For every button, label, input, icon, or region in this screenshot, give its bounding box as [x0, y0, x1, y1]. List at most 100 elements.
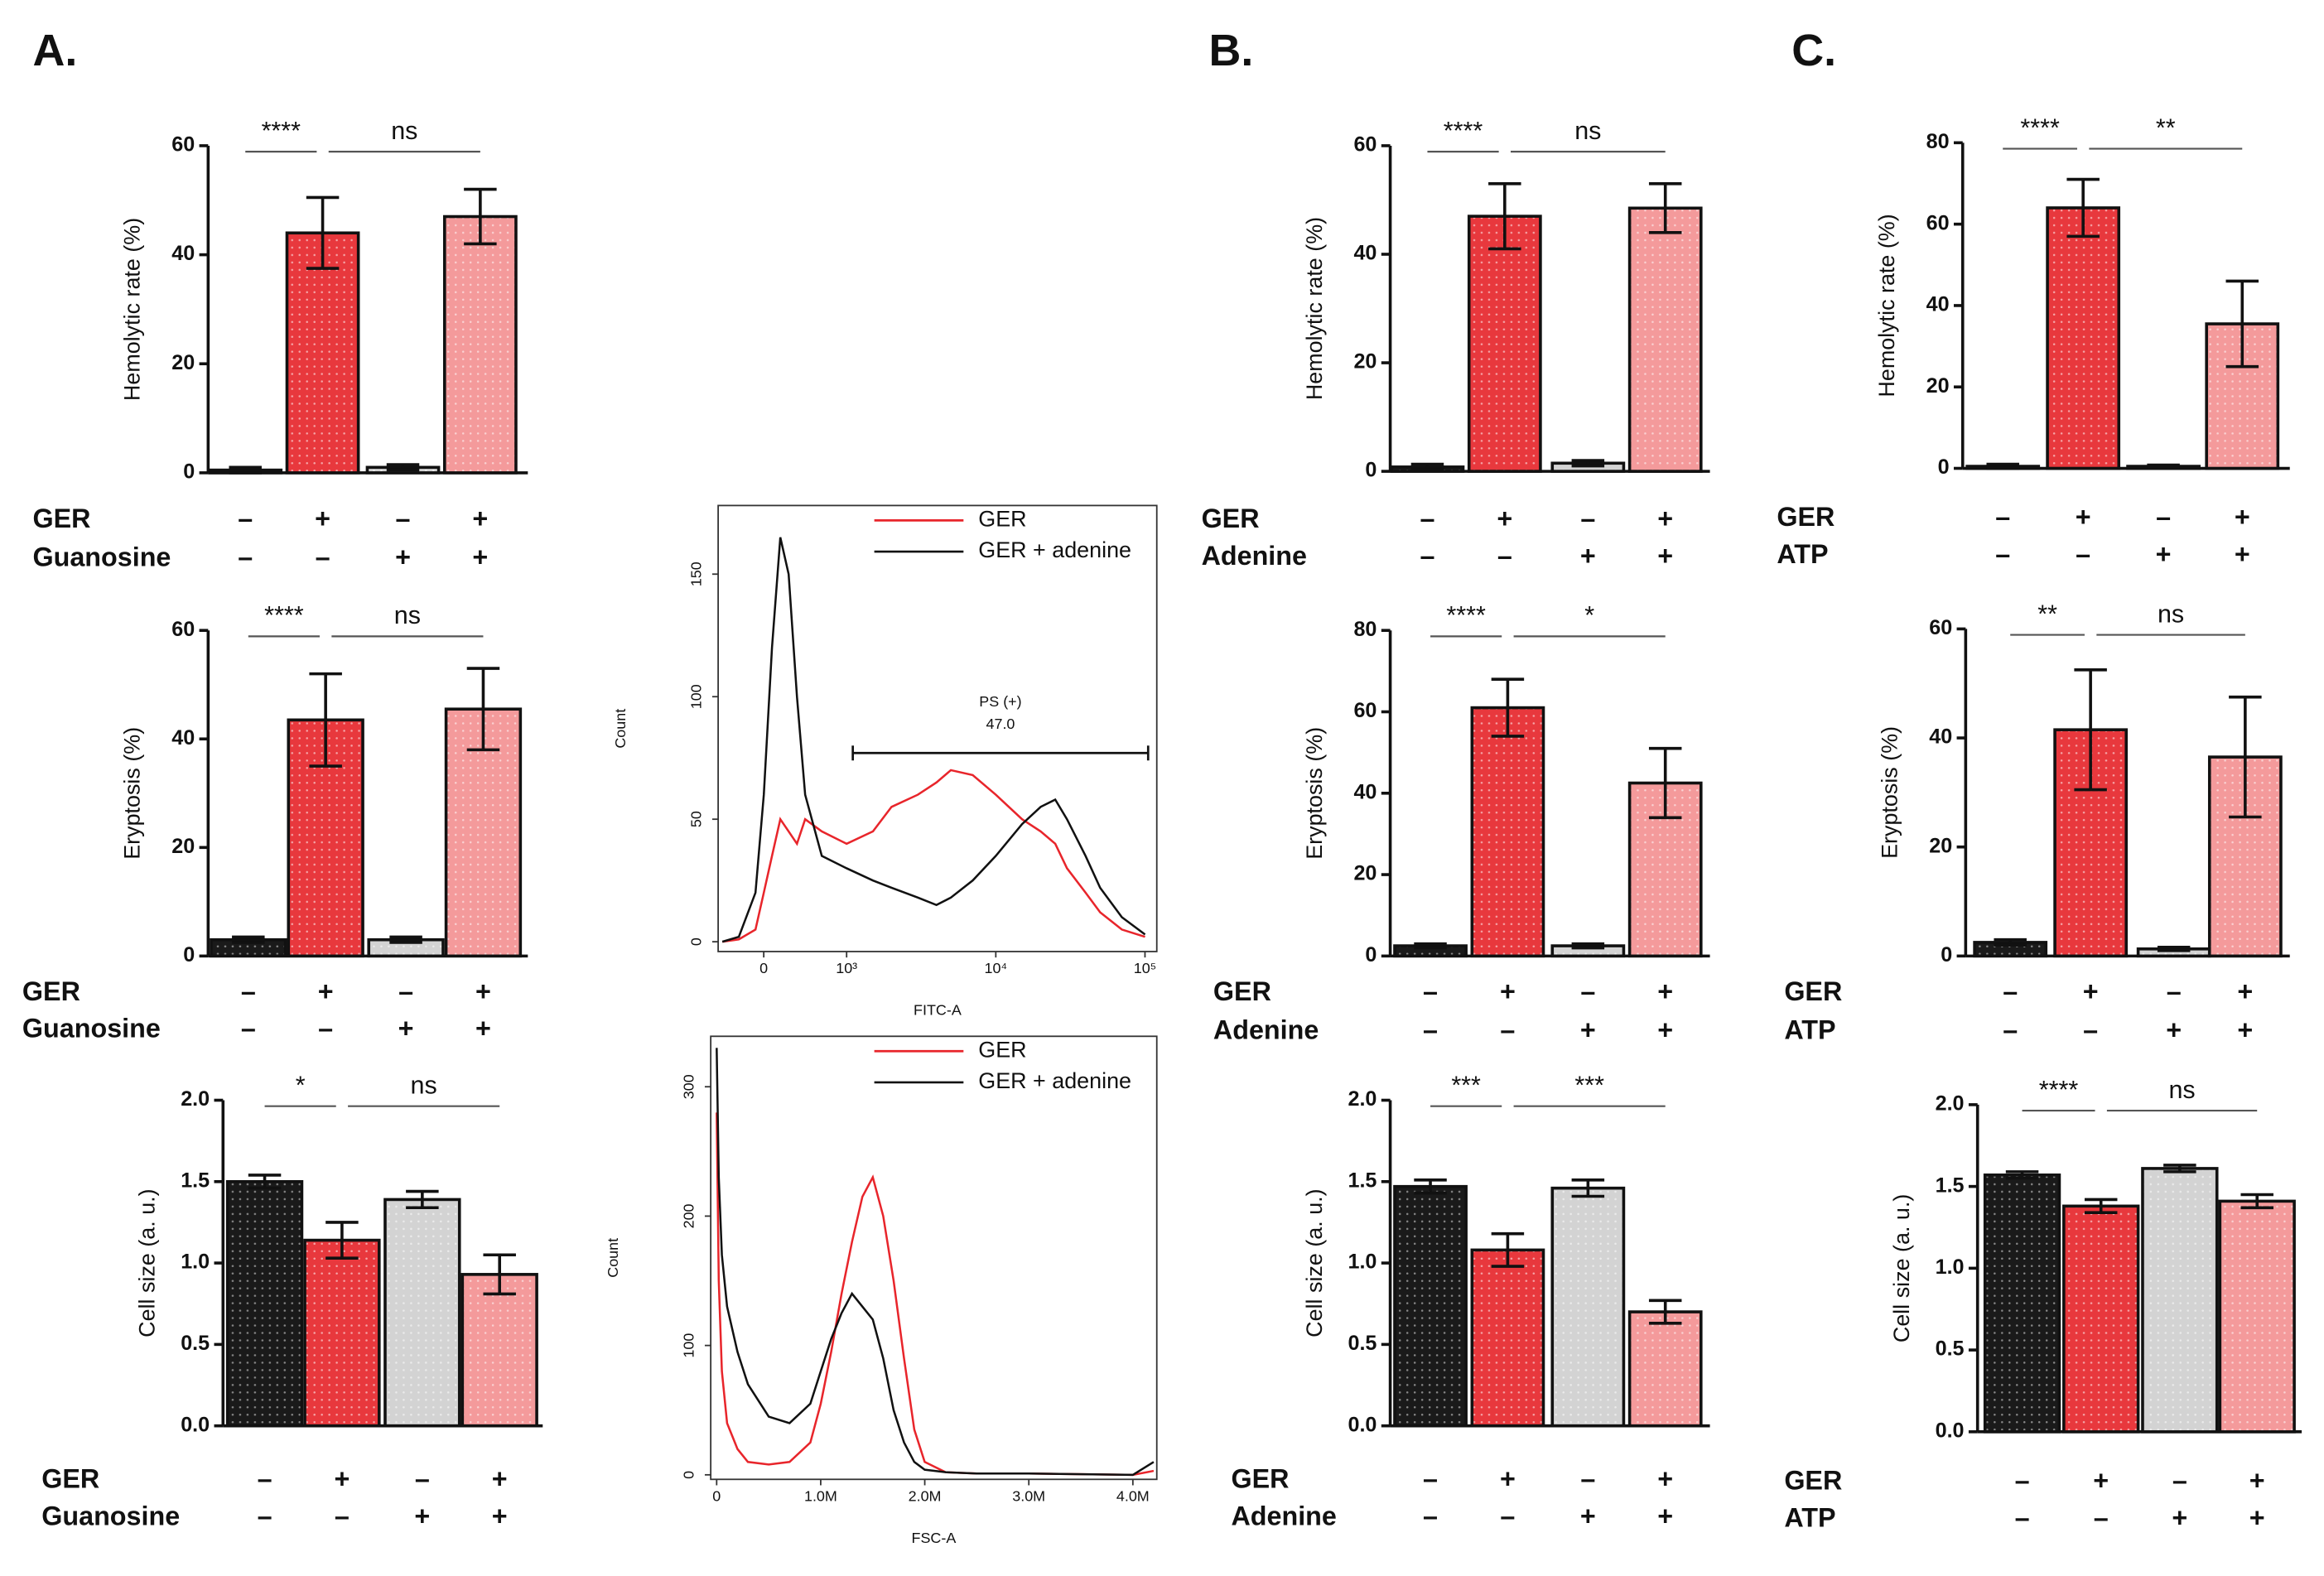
- legend-label: GER: [978, 506, 1026, 531]
- bar: [1470, 1248, 1545, 1428]
- y-tick-label: 80: [1926, 130, 1950, 153]
- y-axis-label: Cell size (a. u.): [1302, 1188, 1327, 1337]
- condition-label: GER: [32, 504, 90, 533]
- condition-sign: –: [1500, 1015, 1515, 1044]
- condition-sign: –: [335, 1501, 350, 1531]
- condition-sign: +: [472, 504, 488, 533]
- condition-sign: +: [414, 1501, 430, 1531]
- y-tick-label: 1.0: [1348, 1251, 1377, 1274]
- histogram-chart: 0 100 200 300 0 1.0M 2.0M 3.0M 4.0M FSC-A Count GER…: [605, 1035, 1158, 1546]
- x-axis-label: FSC-A: [912, 1530, 957, 1546]
- significance-label: *: [1584, 601, 1594, 629]
- y-tick-label: 60: [171, 618, 195, 641]
- condition-sign: –: [2172, 1465, 2187, 1495]
- y-tick-label: 60: [1929, 616, 1952, 639]
- y-tick-label: 1.5: [1348, 1169, 1377, 1192]
- condition-sign: +: [318, 976, 334, 1006]
- significance-label: ****: [262, 117, 301, 145]
- condition-label: GER: [41, 1464, 99, 1494]
- bar: [2141, 1167, 2219, 1434]
- y-tick-label: 20: [1929, 834, 1952, 857]
- condition-sign: +: [2093, 1465, 2109, 1495]
- significance-label: ***: [1451, 1071, 1481, 1099]
- condition-sign: +: [472, 542, 488, 572]
- condition-sign: +: [1657, 1015, 1673, 1044]
- bar-chart: 0 20 40 60 80 Eryptosis (%) GER – + – + Adenine – – + +…: [1213, 601, 1710, 1044]
- y-tick-label: 2.0: [181, 1087, 210, 1111]
- significance-label: **: [2037, 600, 2057, 628]
- x-axis-label: FITC-A: [914, 1002, 962, 1019]
- y-axis-label: Hemolytic rate (%): [1302, 217, 1327, 400]
- condition-sign: +: [2235, 502, 2250, 532]
- condition-sign: –: [241, 1014, 256, 1043]
- condition-sign: –: [238, 542, 253, 572]
- condition-sign: –: [2003, 976, 2018, 1006]
- condition-sign: –: [1423, 1015, 1438, 1044]
- condition-sign: –: [2083, 1015, 2098, 1044]
- y-tick-label: 60: [171, 133, 195, 157]
- condition-sign: +: [315, 504, 330, 533]
- condition-sign: +: [1500, 976, 1516, 1006]
- condition-sign: +: [2166, 1015, 2182, 1044]
- legend-label: GER + adenine: [978, 537, 1131, 562]
- y-tick-label: 1.5: [1936, 1174, 1965, 1197]
- bar: [1627, 1310, 1703, 1428]
- x-tick-label: 10⁴: [984, 960, 1007, 976]
- significance-label: ****: [264, 601, 304, 629]
- condition-sign: –: [1580, 1464, 1595, 1494]
- condition-sign: +: [1657, 1464, 1673, 1494]
- condition-label: Guanosine: [22, 1014, 161, 1043]
- x-tick-label: 0: [712, 1488, 721, 1505]
- y-tick-label: 80: [1353, 618, 1377, 641]
- condition-sign: +: [1580, 541, 1596, 571]
- condition-sign: –: [241, 976, 256, 1006]
- y-tick-label: 1.0: [181, 1251, 210, 1274]
- y-axis-label: Hemolytic rate (%): [120, 218, 145, 401]
- significance-label: ****: [2039, 1076, 2079, 1104]
- condition-sign: –: [2094, 1502, 2109, 1532]
- x-tick-label: 3.0M: [1012, 1488, 1045, 1505]
- bar: [1550, 1186, 1626, 1428]
- bar: [2046, 206, 2121, 470]
- condition-sign: –: [1420, 541, 1434, 571]
- condition-label: GER: [1784, 1465, 1842, 1495]
- significance-label: ns: [391, 117, 417, 145]
- condition-label: Adenine: [1202, 541, 1307, 571]
- histogram-line: [716, 1048, 1155, 1477]
- y-tick-label: 1.0: [1936, 1255, 1965, 1279]
- histogram-line: [721, 769, 1145, 943]
- condition-sign: +: [492, 1501, 508, 1531]
- bar-chart: 0 20 40 60 80 Hemolytic rate (%) GER – + – + ATP – – +…: [1777, 113, 2290, 569]
- condition-label: Adenine: [1231, 1501, 1336, 1531]
- y-tick-label: 150: [688, 561, 705, 586]
- y-axis-label: Cell size (a. u.): [1889, 1194, 1914, 1342]
- condition-sign: +: [395, 542, 411, 572]
- condition-sign: –: [398, 976, 413, 1006]
- significance-label: **: [2156, 113, 2176, 142]
- bar: [1393, 1184, 1468, 1428]
- x-tick-label: 4.0M: [1116, 1488, 1150, 1505]
- histogram-chart: 0 50 100 150 0 10³ 10⁴ 10⁵ FITC-A Count GER GER + a…: [612, 504, 1158, 1019]
- condition-sign: +: [2172, 1502, 2187, 1532]
- panel-label: C.: [1791, 26, 1836, 75]
- y-axis-label: Eryptosis (%): [120, 727, 145, 860]
- x-tick-label: 1.0M: [804, 1488, 837, 1505]
- condition-sign: –: [318, 1014, 333, 1043]
- condition-sign: +: [492, 1464, 508, 1494]
- y-tick-label: 2.0: [1348, 1087, 1377, 1111]
- condition-label: ATP: [1784, 1502, 1835, 1532]
- condition-sign: +: [1497, 504, 1512, 533]
- y-axis-label: Count: [612, 709, 629, 749]
- significance-label: ****: [1446, 601, 1486, 629]
- significance-label: ns: [411, 1071, 437, 1099]
- bar: [225, 1180, 304, 1428]
- plot-frame: [717, 504, 1158, 952]
- bar: [1627, 206, 1703, 473]
- y-tick-label: 0: [1365, 459, 1377, 482]
- condition-sign: +: [1500, 1464, 1516, 1494]
- bar-chart: 0.0 0.5 1.0 1.5 2.0 Cell size (a. u.) GER – + – + A…: [1231, 1071, 1710, 1531]
- condition-sign: +: [2235, 539, 2250, 569]
- y-tick-label: 40: [1353, 242, 1377, 265]
- y-tick-label: 60: [1353, 133, 1377, 157]
